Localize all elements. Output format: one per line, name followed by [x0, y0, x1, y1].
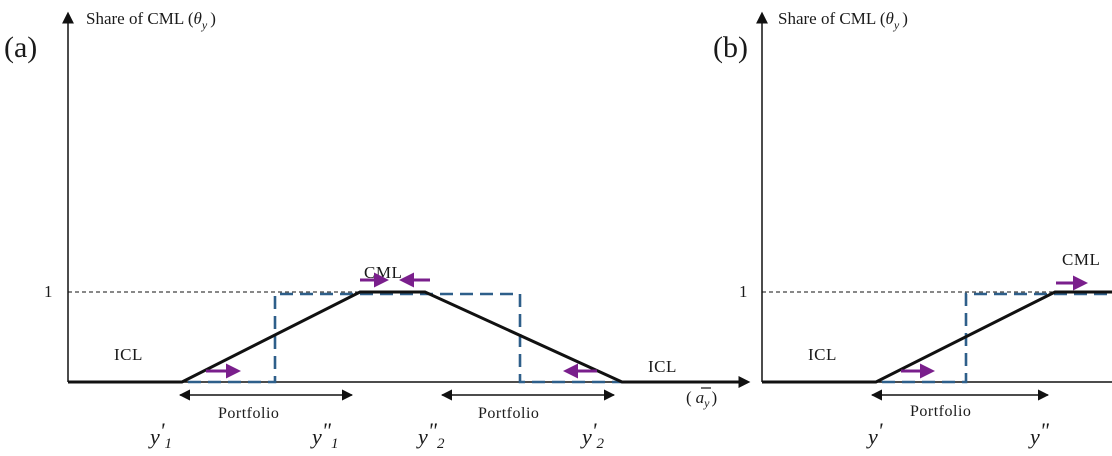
panel-b-portfolio-label: Portfolio: [910, 403, 971, 420]
panel-a-y-tick-1: 1: [44, 282, 53, 301]
panel-a-icl-left-label: ICL: [114, 345, 143, 364]
panel-a-label: (a): [4, 31, 37, 64]
panel-a-portfolio-right-label: Portfolio: [478, 405, 539, 422]
panel-b-y-axis-title: Share of CML (θy): [778, 9, 908, 32]
panel-b: (b) Share of CML (θy) 1 ICL CML Portfoli…: [713, 9, 1112, 449]
panel-b-x-label-1: y': [866, 418, 883, 449]
panel-a-solid-path: [68, 290, 740, 384]
panel-a-icl-right-label: ICL: [648, 357, 677, 376]
panel-b-label: (b): [713, 31, 748, 64]
panel-b-dashed-step-path: [762, 292, 1112, 384]
panel-b-y-tick-1: 1: [739, 282, 748, 301]
panel-a-x-label-3: y"2: [416, 418, 445, 451]
panel-a-y-axis-title: Share of CML (θy): [86, 9, 216, 32]
panel-a-x-label-4: y'2: [580, 418, 604, 451]
panel-a-x-label-1: y'1: [148, 418, 172, 451]
panel-a-x-label-2: y"1: [310, 418, 339, 451]
panel-b-x-label-2: y": [1028, 418, 1050, 449]
panel-b-icl-label: ICL: [808, 345, 837, 364]
panel-a-portfolio-left-label: Portfolio: [218, 405, 279, 422]
panel-a-dashed-step-path: [68, 292, 740, 384]
panel-a-x-axis-symbol: (ay): [686, 388, 717, 410]
panel-b-solid-path: [762, 290, 1112, 384]
panel-a: (a) Share of CML (θy) 1 ICL CML ICL Port…: [4, 9, 751, 452]
panel-b-cml-label: CML: [1062, 250, 1100, 269]
